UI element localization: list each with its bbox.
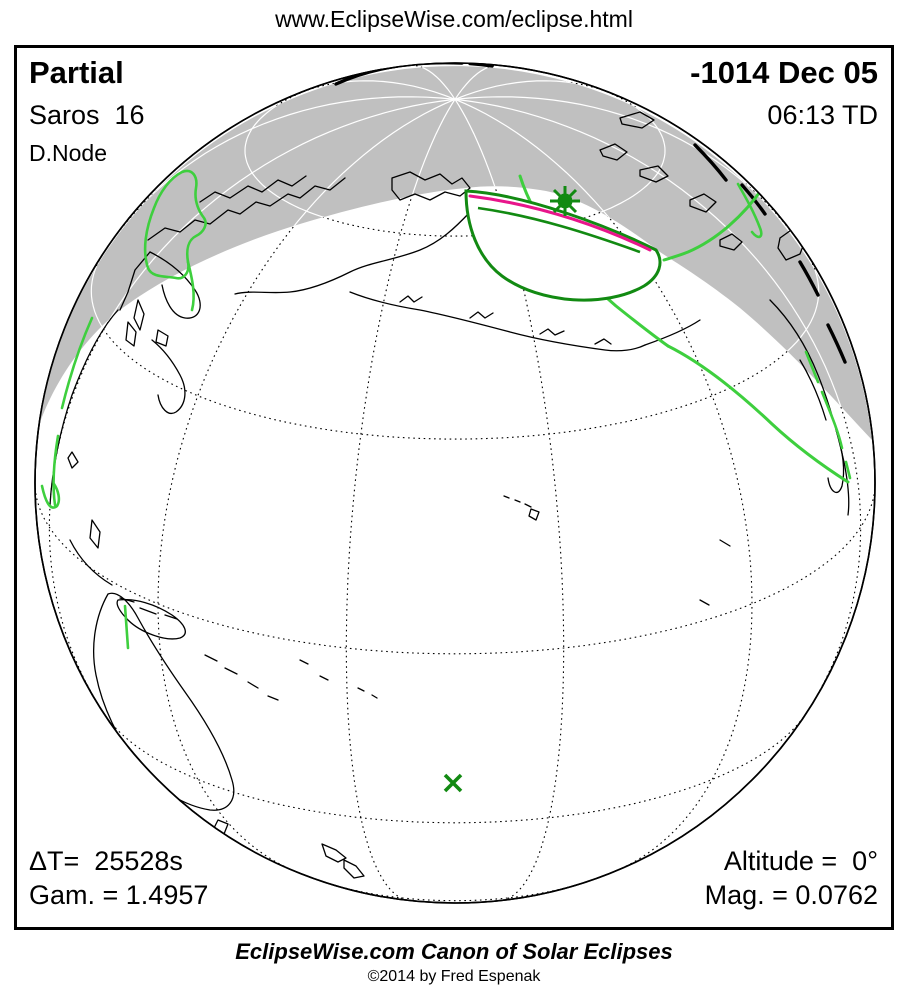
subsolar-cross-icon xyxy=(443,773,463,793)
page-url-title: www.EclipseWise.com/eclipse.html xyxy=(275,6,633,32)
map-frame-border xyxy=(14,45,894,930)
copyright-label: ©2014 by Fred Espenak xyxy=(367,968,541,985)
eclipse-time-label: 06:13 TD xyxy=(767,100,878,130)
graticule-line xyxy=(454,98,862,714)
altitude-label: Altitude = 0° xyxy=(723,846,878,876)
graticule-line xyxy=(454,98,753,870)
graticule-line xyxy=(90,255,820,440)
magnitude-label: Mag. = 0.0762 xyxy=(704,880,878,910)
graticule-line xyxy=(454,98,862,441)
graticule-line xyxy=(454,99,565,901)
node-label: D.Node xyxy=(29,140,107,166)
greatest-eclipse-star-icon xyxy=(550,186,580,216)
magenta-central-line xyxy=(468,194,652,252)
graticule-line xyxy=(157,98,456,870)
gamma-label: Gam. = 1.4957 xyxy=(29,880,209,910)
graticule-line xyxy=(410,66,456,100)
penumbra-inner-line xyxy=(477,206,641,254)
graticule-line xyxy=(157,98,456,441)
graticule-line xyxy=(110,96,456,243)
graticule-line xyxy=(345,99,456,901)
graticule-line xyxy=(454,98,753,441)
graticule-line xyxy=(454,66,500,100)
graticule-line xyxy=(35,482,875,655)
penumbra-outline xyxy=(464,189,662,302)
saros-label: Saros 16 xyxy=(29,100,145,130)
graticule-line xyxy=(48,98,456,714)
canon-title: EclipseWise.com Canon of Solar Eclipses xyxy=(235,939,673,964)
globe-limb-outline xyxy=(34,62,876,904)
coastlines-black xyxy=(49,111,850,879)
coastlines-highlight-green xyxy=(40,63,852,650)
eclipse-type-label: Partial xyxy=(29,55,124,90)
delta-t-label: ΔT= 25528s xyxy=(29,846,183,876)
eclipse-date-label: -1014 Dec 05 xyxy=(690,55,878,90)
graticule-line xyxy=(325,882,585,902)
